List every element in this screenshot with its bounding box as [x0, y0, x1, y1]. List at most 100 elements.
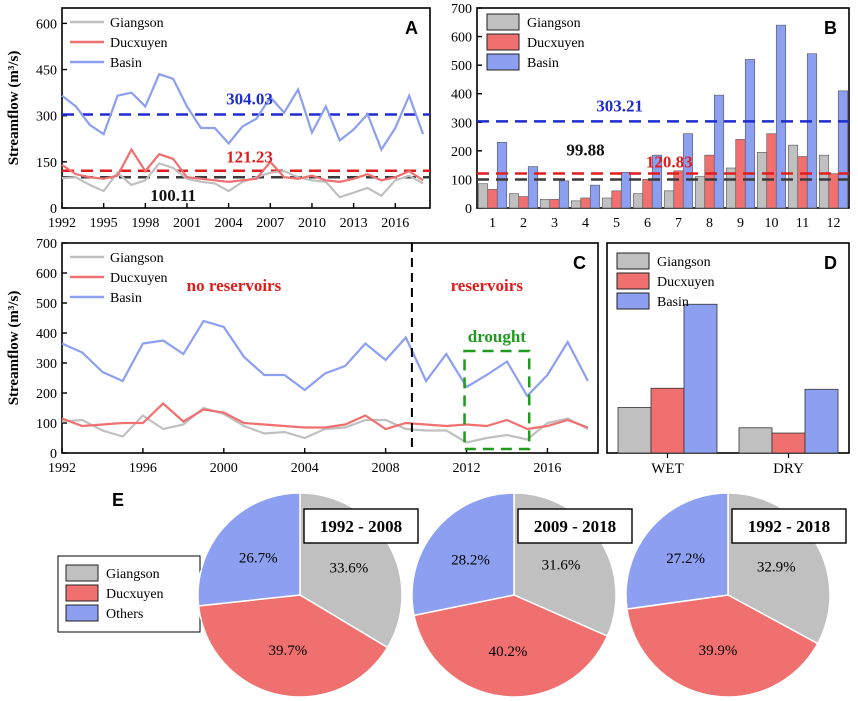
legend-label-basin: Basin — [527, 56, 559, 71]
panel-b-bar-ducxuyen — [642, 179, 653, 209]
panel-c-xtick-label: 2008 — [372, 461, 400, 476]
legend-label-basin: Basin — [110, 56, 142, 71]
panel-b-xtick-label: 8 — [706, 216, 713, 231]
panel-c-annotation-no-reservoirs: no reservoirs — [187, 276, 282, 295]
panel-b-ytick-label: 400 — [451, 88, 472, 103]
panel-b-bar-giangson — [508, 193, 520, 209]
panel-a-series-basin — [61, 72, 425, 152]
pie-1-label-others: 26.7% — [239, 551, 278, 567]
panel-b-bar-ducxuyen — [518, 196, 529, 209]
legend-label-ducxuyen: Ducxuyen — [657, 275, 715, 290]
panel-b-bar-giangson — [632, 193, 644, 209]
legend-swatch-basin — [486, 53, 520, 71]
panel-c-series-basin — [61, 319, 589, 398]
panel-d-xtick-label: DRY — [773, 461, 804, 477]
panel-b-xtick-label: 2 — [520, 216, 527, 231]
panel-c-ytick-label: 600 — [36, 267, 57, 282]
pie-2-slice-ducxuyen — [413, 594, 609, 698]
legend-label-basin: Basin — [657, 295, 689, 310]
panel-b-bar-giangson — [663, 190, 675, 209]
panel-b-xtick-label: 11 — [796, 216, 809, 231]
panel-b-ytick-label: 0 — [465, 202, 472, 217]
panel-d-legend: Giangson Ducxuyen Basin — [616, 252, 715, 310]
panel-b-frame — [476, 7, 850, 209]
pie-3-slice-ducxuyen — [626, 594, 819, 698]
panel-b-xtick-label: 5 — [613, 216, 620, 231]
legend-label-others: Others — [106, 607, 143, 622]
pie-3-label-ducxuyen: 39.9% — [699, 643, 738, 659]
legend-swatch-giangson — [616, 252, 650, 270]
panel-d-bar-basin — [683, 303, 718, 454]
pie-2-label-others: 28.2% — [451, 553, 490, 569]
panel-c-ytick-label: 100 — [36, 417, 57, 432]
legend-label-ducxuyen: Ducxuyen — [110, 36, 168, 51]
panel-b-bar-giangson — [477, 183, 489, 209]
legend-label-ducxuyen: Ducxuyen — [110, 271, 168, 286]
legend-label-giangson: Giangson — [110, 251, 164, 266]
panel-c-drought-box — [463, 349, 531, 451]
pie-2-title-box — [517, 508, 633, 544]
pie-3-label-giangson: 32.9% — [757, 559, 796, 575]
panel-a-ytick-label: 600 — [36, 17, 57, 32]
panel-d-bar-basin — [804, 388, 839, 454]
panel-b-xtick-label: 6 — [644, 216, 651, 231]
panel-e-legend: Giangson Ducxuyen Others — [57, 555, 201, 633]
panel-b-mean-label-ducxuyen: 120.83 — [646, 152, 693, 171]
legend-swatch-basin — [616, 292, 650, 310]
panel-b-bar-basin — [496, 141, 508, 209]
pie-1-slice-others — [197, 492, 301, 607]
panel-b-bar-ducxuyen — [704, 154, 715, 209]
panel-b-bar-giangson — [694, 176, 706, 209]
panel-b-ytick-label: 200 — [451, 145, 472, 160]
panel-b-xtick-label: 4 — [582, 216, 589, 231]
pie-2-title: 2009 - 2018 — [534, 517, 616, 536]
panel-a-ylabel: Streamflow (m³/s) — [6, 51, 22, 166]
panel-c-xtick-label: 1992 — [48, 461, 76, 476]
panel-a-frame — [61, 7, 431, 209]
panel-b-bar-basin — [775, 24, 787, 209]
panel-b-bar-ducxuyen — [766, 133, 777, 209]
panel-b-ytick-label: 700 — [451, 2, 472, 17]
panel-c-letter: C — [573, 253, 586, 273]
panel-b-bar-basin — [806, 53, 818, 209]
panel-d-bar-giangson — [617, 407, 652, 454]
panel-c-ytick-label: 400 — [36, 327, 57, 342]
panel-b-bar-ducxuyen — [611, 190, 622, 209]
panel-b-xtick-label: 7 — [675, 216, 682, 231]
pie-2-label-ducxuyen: 40.2% — [489, 644, 528, 660]
panel-b-letter: B — [824, 18, 837, 38]
panel-c-ylabel: Streamflow (m³/s) — [6, 291, 22, 406]
panel-b-bar-giangson — [601, 197, 613, 209]
panel-a-xtick-label: 2013 — [340, 216, 368, 231]
panel-a-xtick-label: 2004 — [215, 216, 243, 231]
panel-c-frame — [61, 242, 599, 454]
panel-d-xtick-label: WET — [651, 461, 683, 477]
panel-b-ytick-label: 300 — [451, 116, 472, 131]
panel-b-bar-ducxuyen — [549, 199, 560, 209]
panel-d-bar-ducxuyen — [771, 432, 806, 454]
panel-a-ytick-label: 300 — [36, 110, 57, 125]
legend-label-ducxuyen: Ducxuyen — [106, 587, 164, 602]
panel-a-xtick-label: 2016 — [381, 216, 409, 231]
panel-b-xtick-label: 10 — [765, 216, 779, 231]
panel-a-letter: A — [405, 18, 418, 38]
panel-a-xtick-label: 2010 — [298, 216, 326, 231]
pie-1-label-ducxuyen: 39.7% — [269, 643, 308, 659]
panel-c-xtick-label: 2016 — [533, 461, 561, 476]
panel-b-bar-ducxuyen — [580, 197, 591, 209]
panel-b-bar-giangson — [818, 154, 830, 209]
panel-c-ytick-label: 300 — [36, 357, 57, 372]
pie-2-slice-others — [411, 492, 515, 617]
panel-b-xtick-label: 1 — [489, 216, 496, 231]
panel-a-mean-label-giangson: 100.11 — [150, 186, 196, 205]
legend-label-ducxuyen: Ducxuyen — [527, 36, 585, 51]
panel-c-xtick-label: 2004 — [291, 461, 319, 476]
panel-c-ytick-label: 200 — [36, 387, 57, 402]
legend-label-giangson: Giangson — [657, 255, 711, 270]
panel-c-series-ducxuyen — [61, 402, 589, 431]
panel-b-bar-giangson — [787, 144, 799, 209]
panel-b-bar-ducxuyen — [797, 156, 808, 209]
panel-b-bar-basin — [744, 59, 756, 209]
panel-c-ytick-label: 500 — [36, 297, 57, 312]
